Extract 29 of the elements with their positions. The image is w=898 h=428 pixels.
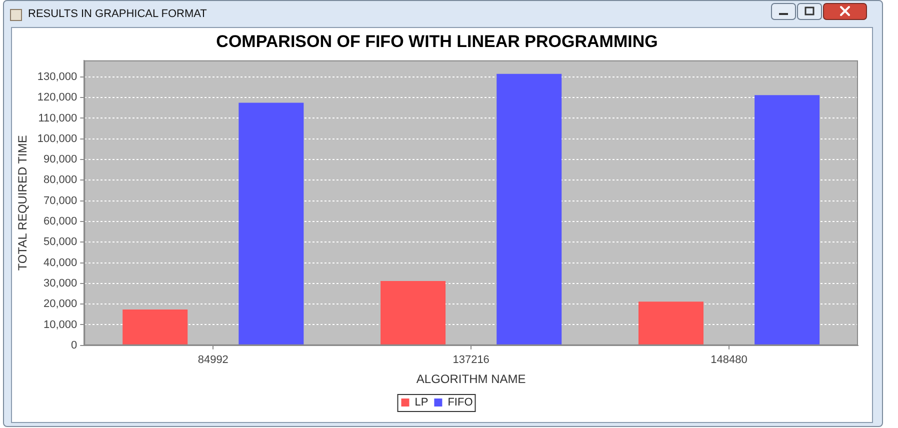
x-tick-label: 84992 — [198, 354, 228, 366]
chart-title: COMPARISON OF FIFO WITH LINEAR PROGRAMMING — [216, 32, 658, 51]
y-tick-label: 20,000 — [44, 298, 78, 310]
y-tick-label: 90,000 — [44, 154, 78, 166]
y-tick-label: 60,000 — [44, 216, 78, 228]
y-tick-label: 100,000 — [37, 132, 78, 145]
bar — [496, 74, 562, 345]
y-tick-label: 70,000 — [44, 194, 78, 207]
y-tick-label: 40,000 — [44, 256, 78, 269]
x-tick-label: 137216 — [452, 354, 490, 366]
bar — [638, 302, 704, 345]
bar — [380, 280, 446, 345]
y-tick-label: 10,000 — [44, 318, 78, 331]
y-tick-label: 30,000 — [44, 277, 78, 290]
legend-label: LP — [414, 396, 428, 409]
x-axis-title: ALGORITHM NAME — [416, 372, 526, 386]
y-tick-label: 80,000 — [44, 174, 78, 186]
bar — [122, 309, 188, 345]
x-tick-label: 148480 — [710, 354, 748, 366]
y-tick-label: 50,000 — [44, 236, 78, 248]
bar — [238, 102, 304, 345]
y-tick-label: 130,000 — [37, 70, 78, 83]
text: RESULTS IN GRAPHICAL FORMAT — [28, 8, 207, 20]
bar — [754, 95, 820, 345]
y-tick-label: 0 — [71, 339, 78, 352]
legend-label: FIFO — [448, 396, 474, 409]
y-axis-title: TOTAL REQUIRED TIME — [16, 135, 30, 271]
y-tick-label: 110,000 — [38, 112, 78, 124]
y-tick-label: 120,000 — [37, 92, 78, 104]
